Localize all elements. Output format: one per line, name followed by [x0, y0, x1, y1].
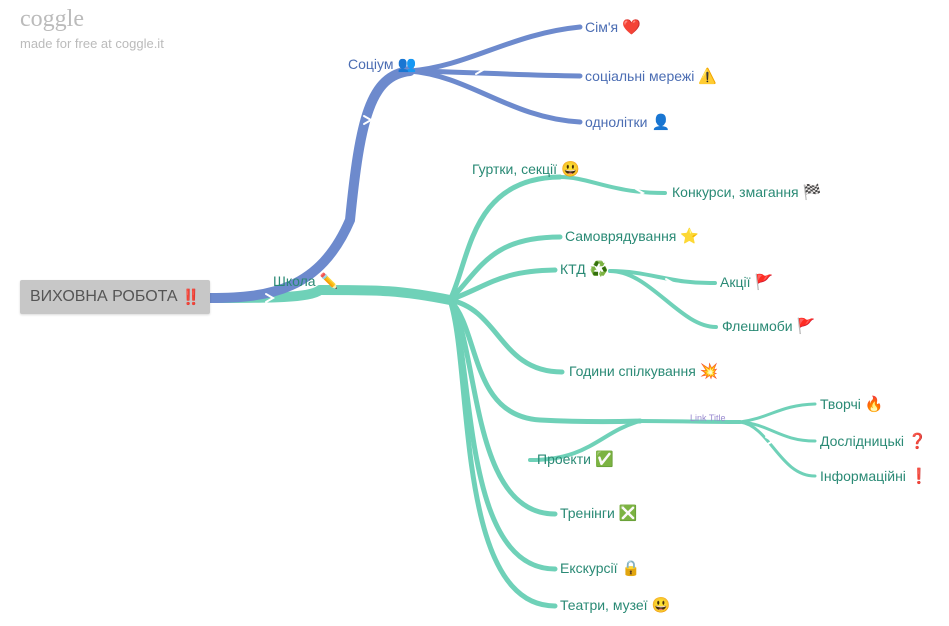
node-icon: 🚩 [797, 317, 816, 335]
node-flash[interactable]: Флешмоби 🚩 [722, 317, 815, 335]
node-label: Сім'я [585, 19, 618, 35]
node-label: Інформаційні [820, 468, 906, 484]
node-projects[interactable]: Проекти ✅ [537, 450, 614, 468]
node-school[interactable]: Школа ✏️ [273, 272, 338, 290]
node-label: Гуртки, секції [472, 161, 557, 177]
node-label: Дослідницькі [820, 433, 904, 449]
node-label: Години спілкування [569, 363, 696, 379]
node-label: Самоврядування [565, 228, 676, 244]
node-excur[interactable]: Екскурсії 🔒 [560, 559, 640, 577]
node-icon: ✏️ [320, 272, 339, 290]
node-label: Школа [273, 273, 316, 289]
node-label: Конкурси, змагання [672, 184, 799, 200]
node-icon: 🚩 [754, 273, 773, 291]
node-icon: ⚠️ [698, 67, 717, 85]
node-icon: ❤️ [622, 18, 641, 36]
node-icon: ⭐ [680, 227, 699, 245]
node-label: Проекти [537, 451, 591, 467]
node-icon: ✅ [595, 450, 614, 468]
root-label: ВИХОВНА РОБОТА [30, 288, 178, 306]
node-icon: 😃 [652, 596, 671, 614]
node-icon: 🔥 [865, 395, 884, 413]
node-trainings[interactable]: Тренінги ❎ [560, 504, 638, 522]
node-label: Флешмоби [722, 318, 793, 334]
node-icon: 🔒 [622, 559, 641, 577]
node-clubs[interactable]: Гуртки, секції 😃 [472, 160, 580, 178]
node-hours[interactable]: Години спілкування 💥 [569, 362, 719, 380]
node-label: КТД [560, 261, 586, 277]
node-socium[interactable]: Соціум 👥 [348, 55, 416, 73]
node-icon: ❗ [910, 467, 929, 485]
node-icon: 🏁 [803, 183, 822, 201]
node-label: Акції [720, 274, 750, 290]
node-icon: 💥 [700, 362, 719, 380]
node-icon: 😃 [561, 160, 580, 178]
root-node[interactable]: ВИХОВНА РОБОТА ‼️ [20, 280, 210, 314]
node-selfgov[interactable]: Самоврядування ⭐ [565, 227, 699, 245]
node-info[interactable]: Інформаційні ❗ [820, 467, 929, 485]
node-peers[interactable]: однолітки 👤 [585, 113, 670, 131]
node-contests[interactable]: Конкурси, змагання 🏁 [672, 183, 821, 201]
link-title: Link Title [690, 413, 726, 423]
node-label: соціальні мережі [585, 68, 694, 84]
node-family[interactable]: Сім'я ❤️ [585, 18, 641, 36]
node-icon: 👥 [398, 55, 417, 73]
node-research[interactable]: Дослідницькі ❓ [820, 432, 927, 450]
node-label: Тренінги [560, 505, 615, 521]
node-label: Соціум [348, 56, 394, 72]
node-icon: ❓ [908, 432, 927, 450]
node-label: однолітки [585, 114, 648, 130]
exclaim-icon: ‼️ [182, 288, 201, 306]
node-icon: 👤 [652, 113, 671, 131]
node-icon: ♻️ [590, 260, 609, 278]
node-actions[interactable]: Акції 🚩 [720, 273, 773, 291]
node-ktd[interactable]: КТД ♻️ [560, 260, 608, 278]
node-label: Творчі [820, 396, 861, 412]
node-creative[interactable]: Творчі 🔥 [820, 395, 884, 413]
node-theaters[interactable]: Театри, музеї 😃 [560, 596, 670, 614]
node-label: Екскурсії [560, 560, 618, 576]
node-label: Театри, музеї [560, 597, 648, 613]
node-social[interactable]: соціальні мережі ⚠️ [585, 67, 717, 85]
node-icon: ❎ [619, 504, 638, 522]
